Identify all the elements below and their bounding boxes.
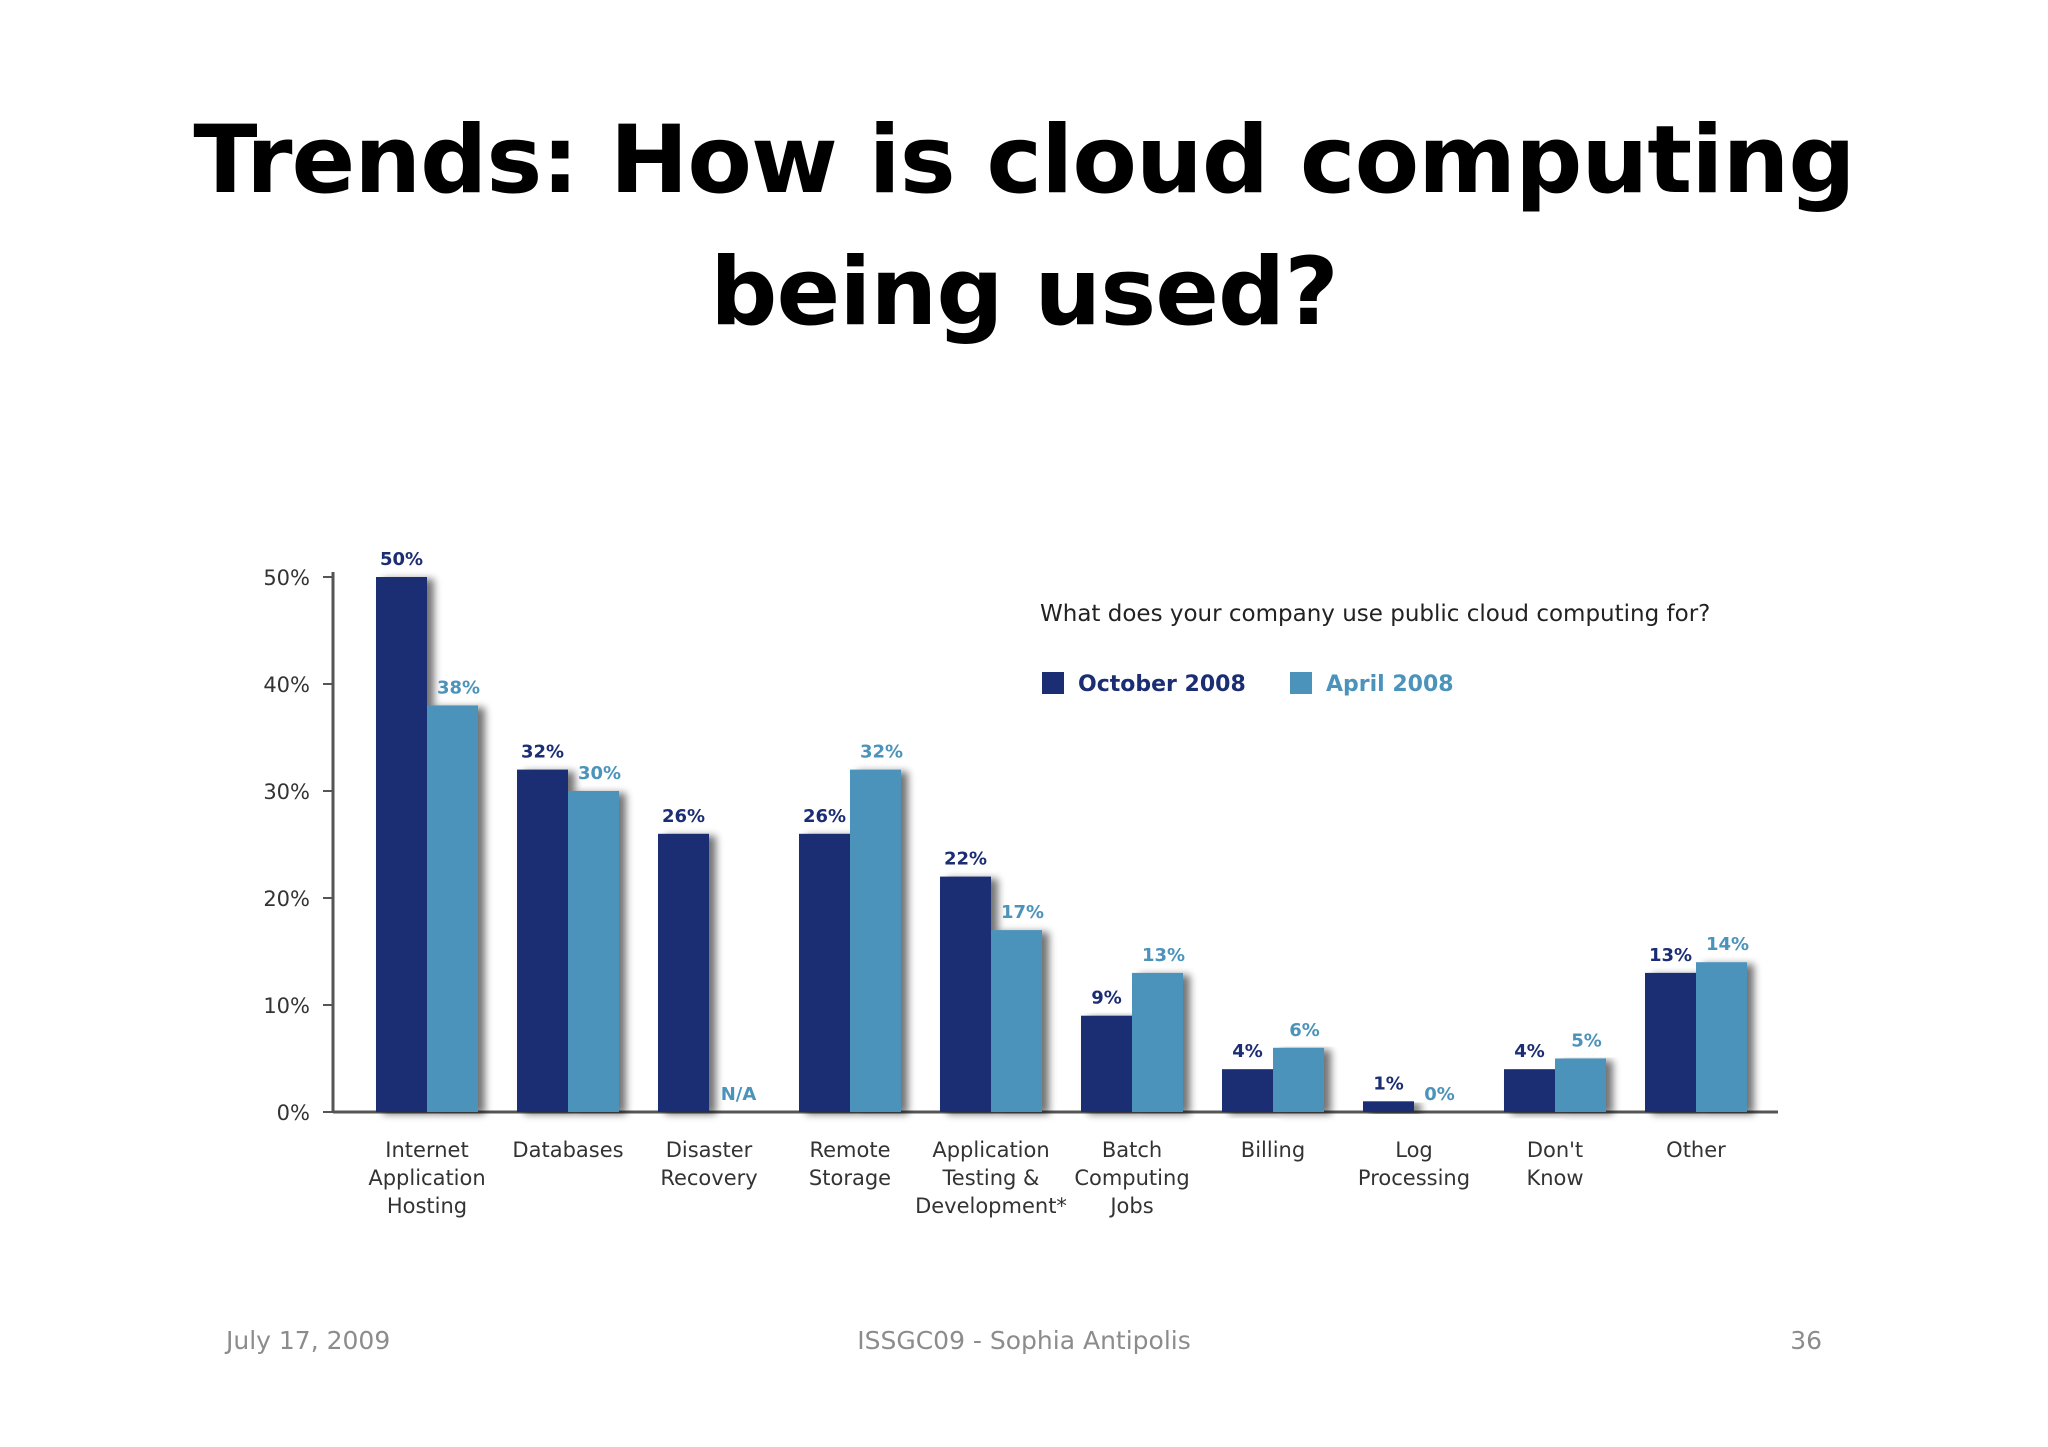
bar-april-2008 xyxy=(1132,972,1183,1112)
x-category-label: Recovery xyxy=(660,1166,757,1190)
footer-page-number: 36 xyxy=(1790,1326,1822,1355)
x-category-label: Jobs xyxy=(1108,1194,1153,1218)
data-label-april-2008: 0% xyxy=(1424,1084,1455,1105)
x-category-label: Log xyxy=(1395,1138,1433,1162)
bar-april-2008 xyxy=(1273,1047,1324,1112)
footer-event: ISSGC09 - Sophia Antipolis xyxy=(857,1326,1191,1355)
bar-april-2008 xyxy=(991,930,1042,1112)
slide-title-line-2: being used? xyxy=(710,238,1339,347)
chart-title: What does your company use public cloud … xyxy=(1040,601,1710,627)
x-category-label: Batch xyxy=(1102,1138,1162,1162)
x-category-label: Testing & xyxy=(942,1166,1040,1190)
bar-october-2008 xyxy=(799,833,850,1112)
data-label-october-2008: 4% xyxy=(1514,1041,1545,1062)
data-label-april-2008: 14% xyxy=(1706,934,1749,955)
data-label-october-2008: 50% xyxy=(380,549,423,570)
data-label-april-2008: 5% xyxy=(1571,1031,1602,1052)
x-category-label: Development* xyxy=(915,1194,1067,1218)
data-label-october-2008: 13% xyxy=(1649,945,1692,966)
x-category-label: Billing xyxy=(1241,1138,1305,1162)
data-label-october-2008: 22% xyxy=(944,849,987,870)
y-tick-label: 40% xyxy=(263,673,310,697)
x-category-label: Storage xyxy=(809,1166,891,1190)
bar-april-2008 xyxy=(1555,1058,1606,1112)
bar-april-2008 xyxy=(427,705,478,1112)
bar-april-2008 xyxy=(850,769,901,1112)
footer-date: July 17, 2009 xyxy=(226,1326,391,1355)
y-tick-label: 30% xyxy=(263,780,310,804)
legend-label-october-2008: October 2008 xyxy=(1078,672,1246,697)
data-label-october-2008: 9% xyxy=(1091,988,1122,1009)
data-label-october-2008: 4% xyxy=(1232,1041,1263,1062)
y-tick-label: 10% xyxy=(263,994,310,1018)
data-label-october-2008: 1% xyxy=(1373,1073,1404,1094)
data-label-april-2008: 38% xyxy=(437,677,480,698)
x-category-label: Internet xyxy=(385,1138,468,1162)
y-tick-label: 50% xyxy=(263,566,310,590)
bar-october-2008 xyxy=(376,577,427,1112)
x-category-label: Application xyxy=(368,1166,485,1190)
bar-october-2008 xyxy=(1645,972,1696,1112)
data-label-april-2008: 17% xyxy=(1001,902,1044,923)
data-label-april-2008: 32% xyxy=(860,742,903,763)
bar-october-2008 xyxy=(1363,1101,1414,1112)
legend-swatch-april-2008 xyxy=(1290,672,1312,694)
legend-label-april-2008: April 2008 xyxy=(1326,672,1454,697)
x-category-label: Databases xyxy=(512,1138,623,1162)
data-label-april-2008: N/A xyxy=(721,1084,757,1105)
bar-october-2008 xyxy=(1222,1069,1273,1112)
chart-plot-area: 0% 10% 20% 30% 40% 50% 50% 38% Internet Applicati… xyxy=(263,549,1778,1218)
x-category-label: Hosting xyxy=(387,1194,467,1218)
x-category-label: Don't xyxy=(1527,1138,1583,1162)
bar-october-2008 xyxy=(517,769,568,1112)
bar-october-2008 xyxy=(940,876,991,1112)
data-label-april-2008: 13% xyxy=(1142,945,1185,966)
data-label-october-2008: 32% xyxy=(521,742,564,763)
slide-title: Trends: How is cloud computing being use… xyxy=(0,95,2048,359)
y-tick-label: 20% xyxy=(263,887,310,911)
bar-october-2008 xyxy=(658,833,709,1112)
bar-october-2008 xyxy=(1504,1069,1555,1112)
x-category-label: Disaster xyxy=(666,1138,753,1162)
x-category-label: Other xyxy=(1666,1138,1726,1162)
legend-swatch-october-2008 xyxy=(1042,672,1064,694)
bar-april-2008 xyxy=(1696,962,1747,1112)
x-category-label: Processing xyxy=(1358,1166,1470,1190)
y-tick-label: 0% xyxy=(277,1101,310,1125)
x-category-label: Know xyxy=(1526,1166,1583,1190)
bar-october-2008 xyxy=(1081,1015,1132,1112)
data-label-april-2008: 6% xyxy=(1289,1020,1320,1041)
x-category-label: Application xyxy=(932,1138,1049,1162)
x-category-label: Remote xyxy=(809,1138,890,1162)
data-label-october-2008: 26% xyxy=(803,806,846,827)
x-category-label: Computing xyxy=(1074,1166,1189,1190)
data-label-october-2008: 26% xyxy=(662,806,705,827)
slide-title-line-1: Trends: How is cloud computing xyxy=(193,106,1855,215)
bar-april-2008 xyxy=(568,791,619,1112)
data-label-april-2008: 30% xyxy=(578,763,621,784)
